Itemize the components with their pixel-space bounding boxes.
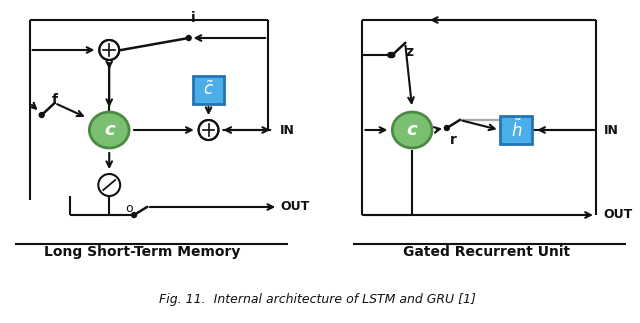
Text: Gated Recurrent Unit: Gated Recurrent Unit [403, 245, 570, 259]
Ellipse shape [90, 112, 129, 148]
Text: o: o [125, 202, 133, 214]
Text: c: c [104, 121, 115, 139]
Text: Long Short-Term Memory: Long Short-Term Memory [44, 245, 240, 259]
Text: $\tilde{c}$: $\tilde{c}$ [203, 81, 214, 99]
Circle shape [99, 40, 119, 60]
Text: i: i [191, 11, 196, 25]
Circle shape [444, 126, 449, 130]
Circle shape [99, 174, 120, 196]
Text: c: c [407, 121, 417, 139]
Text: IN: IN [280, 123, 295, 137]
Text: IN: IN [604, 123, 619, 137]
Ellipse shape [392, 112, 432, 148]
Bar [500, 116, 532, 144]
Text: r: r [449, 133, 456, 147]
Circle shape [132, 213, 136, 217]
Bar [193, 76, 225, 104]
Text: f: f [52, 93, 58, 107]
Text: z: z [405, 45, 413, 59]
Circle shape [390, 53, 395, 57]
Text: OUT: OUT [604, 209, 633, 222]
Circle shape [198, 120, 218, 140]
Text: OUT: OUT [280, 201, 309, 214]
Text: $\tilde{h}$: $\tilde{h}$ [511, 119, 522, 141]
Circle shape [186, 36, 191, 40]
Circle shape [388, 53, 393, 57]
Text: Fig. 11.  Internal architecture of LSTM and GRU [1]: Fig. 11. Internal architecture of LSTM a… [159, 294, 476, 307]
Circle shape [39, 112, 44, 118]
